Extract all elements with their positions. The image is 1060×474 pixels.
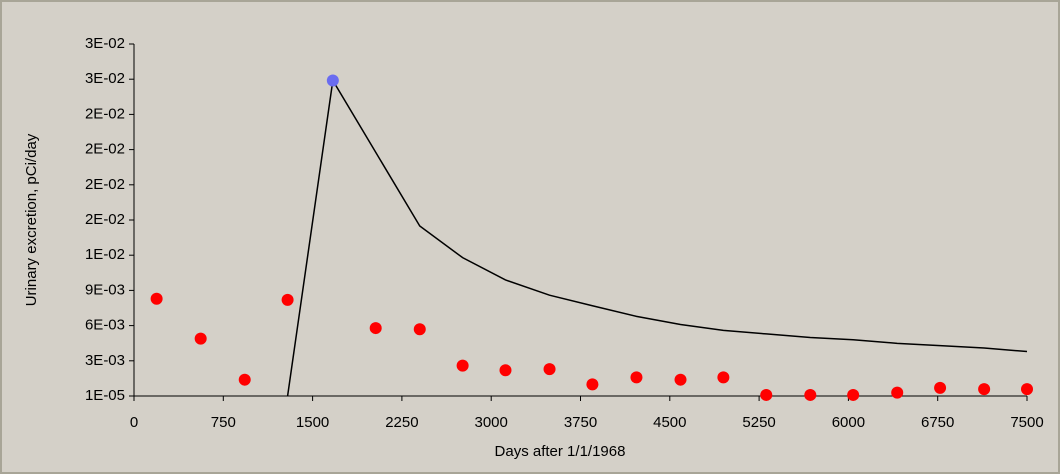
point [499, 364, 512, 377]
point [717, 371, 730, 384]
y-tick-label: 3E-03 [85, 352, 125, 369]
point [456, 359, 469, 372]
x-tick-label: 7500 [1010, 414, 1043, 431]
point [543, 363, 556, 376]
point [281, 293, 294, 306]
point [1021, 383, 1033, 396]
point [630, 371, 643, 384]
point [847, 388, 860, 401]
y-tick-label: 9E-03 [85, 281, 125, 298]
point [674, 373, 687, 386]
y-tick-label: 3E-02 [85, 35, 125, 52]
point [978, 383, 991, 396]
y-tick-label: 6E-03 [85, 317, 125, 334]
x-axis-label: Days after 1/1/1968 [495, 443, 626, 460]
point [891, 386, 904, 399]
point [760, 388, 773, 401]
y-axis-label: Urinary excretion, pCi/day [23, 133, 40, 306]
x-tick-label: 1500 [296, 414, 329, 431]
y-tick-label: 2E-02 [85, 141, 125, 158]
x-tick-label: 6000 [832, 414, 865, 431]
x-tick-label: 4500 [653, 414, 686, 431]
y-tick-label: 3E-02 [85, 70, 125, 87]
point [413, 323, 426, 336]
y-tick-label: 1E-02 [85, 246, 125, 263]
point [238, 373, 251, 386]
y-tick-label: 1E-05 [85, 387, 125, 404]
line [286, 78, 1028, 397]
point [369, 322, 382, 335]
y-tick-label: 2E-02 [85, 105, 125, 122]
x-tick-label: 3000 [475, 414, 508, 431]
point [326, 74, 339, 87]
x-tick-label: 6750 [921, 414, 954, 431]
point [804, 388, 817, 401]
x-tick-label: 750 [211, 414, 236, 431]
point [586, 378, 599, 391]
x-tick-label: 0 [130, 414, 138, 431]
x-tick-label: 3750 [564, 414, 597, 431]
y-tick-label: 2E-02 [85, 176, 125, 193]
point [194, 332, 207, 345]
point [934, 381, 947, 394]
point [150, 292, 163, 305]
x-tick-label: 2250 [385, 414, 418, 431]
y-tick-label: 2E-02 [85, 211, 125, 228]
x-tick-label: 5250 [742, 414, 775, 431]
